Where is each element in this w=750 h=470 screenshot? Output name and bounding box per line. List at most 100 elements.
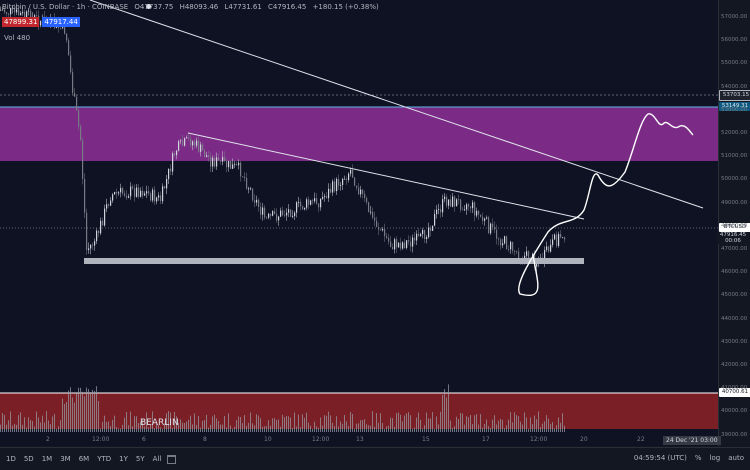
log-toggle[interactable]: log <box>709 454 721 462</box>
percent-toggle[interactable]: % <box>694 454 702 462</box>
volume-bar <box>174 411 175 432</box>
candle-body <box>200 144 202 152</box>
price-axis[interactable]: 53703.15 53149.31 BTCUSD 40700.61 57000.… <box>718 0 750 446</box>
candle-body <box>10 7 12 15</box>
candle-body <box>302 206 304 210</box>
volume-bar <box>192 424 193 432</box>
candle-body <box>378 226 380 230</box>
candle-body <box>554 234 556 240</box>
volume-bar <box>494 415 495 432</box>
range-button-5y[interactable]: 5Y <box>135 455 145 463</box>
volume-bar <box>4 414 5 432</box>
volume-bar <box>178 423 179 432</box>
candle-body <box>416 233 418 241</box>
range-button-1y[interactable]: 1Y <box>119 455 128 463</box>
volume-bar <box>228 413 229 432</box>
ohlc-low: L47731.61 <box>224 3 262 11</box>
volume-bar <box>176 416 177 432</box>
buy-button[interactable]: 47917.44 <box>42 17 80 27</box>
bear-zone[interactable] <box>0 393 718 429</box>
candle-body <box>288 209 290 213</box>
volume-bar <box>410 415 411 432</box>
price-tick: 55000.00 <box>721 60 748 67</box>
range-button-1m[interactable]: 1M <box>41 455 53 463</box>
volume-bar <box>28 417 29 432</box>
range-button-ytd[interactable]: YTD <box>97 455 112 463</box>
volume-bar <box>200 427 201 432</box>
volume-bar <box>292 427 293 432</box>
volume-bar <box>234 426 235 432</box>
volume-bar <box>284 417 285 432</box>
volume-bar <box>532 424 533 432</box>
price-tick: 48000.00 <box>721 222 748 229</box>
volume-bar <box>130 411 131 432</box>
utc-clock[interactable]: 04:59:54 (UTC) <box>633 454 687 462</box>
candle-body <box>96 230 98 242</box>
candle-body <box>24 11 26 18</box>
candle-body <box>366 197 368 203</box>
range-button-5d[interactable]: 5D <box>23 455 34 463</box>
range-button-3m[interactable]: 3M <box>60 455 71 463</box>
candle-body <box>394 239 396 250</box>
auto-toggle[interactable]: auto <box>728 454 744 462</box>
volume-bar <box>110 426 111 432</box>
volume-bar <box>118 428 119 432</box>
candle-body <box>352 169 354 178</box>
price-tick: 47000.00 <box>721 246 748 252</box>
volume-bar <box>22 424 23 432</box>
volume-bar <box>112 419 113 432</box>
volume-bar <box>436 416 437 432</box>
volume-bar <box>358 423 359 432</box>
volume-bar <box>82 391 83 432</box>
chart-canvas[interactable]: BEARLIN <box>0 0 718 446</box>
candle-body <box>2 9 4 11</box>
candle-body <box>336 178 338 192</box>
candle-body <box>546 246 548 251</box>
range-button-1d[interactable]: 1D <box>6 455 16 463</box>
range-button-all[interactable]: All <box>152 455 162 463</box>
candle-body <box>326 196 328 199</box>
candle-body <box>4 9 6 13</box>
projection-path[interactable] <box>518 113 694 296</box>
candle-body <box>198 140 200 152</box>
candle-body <box>402 242 404 249</box>
candle-body <box>28 10 30 12</box>
volume-bar <box>352 414 353 432</box>
time-tick: 13 <box>356 436 364 443</box>
volume-bar <box>388 425 389 432</box>
short-trendline[interactable] <box>187 132 585 220</box>
candle-body <box>544 250 546 262</box>
price-chart[interactable]: BEARLIN <box>0 0 718 446</box>
volume-bar <box>392 418 393 432</box>
sell-button[interactable]: 47899.31 <box>2 17 40 27</box>
candle-body <box>188 137 190 139</box>
candle-body <box>384 229 386 237</box>
volume-bar <box>398 412 399 432</box>
support-bar[interactable] <box>84 258 584 264</box>
candle-body <box>480 214 482 217</box>
candle-body <box>380 229 382 231</box>
resistance-zone[interactable] <box>0 107 718 161</box>
volume-bar <box>306 412 307 432</box>
volume-bar <box>564 425 565 432</box>
candle-body <box>148 191 150 194</box>
volume-bar <box>132 426 133 432</box>
candle-body <box>0 9 2 11</box>
symbol-title[interactable]: Bitcoin / U.S. Dollar · 1h · COINBASE <box>2 3 129 11</box>
range-button-6m[interactable]: 6M <box>78 455 90 463</box>
long-trendline[interactable] <box>89 0 704 209</box>
volume-bar <box>140 421 141 432</box>
volume-bar <box>346 421 347 432</box>
trendline-handle-icon[interactable] <box>146 4 151 9</box>
volume-bar <box>508 419 509 432</box>
volume-bar <box>412 428 413 432</box>
candle-body <box>518 251 520 260</box>
candle-body <box>40 20 42 26</box>
calendar-icon[interactable] <box>167 454 177 464</box>
volume-bar <box>492 419 493 432</box>
volume-bar <box>220 424 221 432</box>
volume-bar <box>550 423 551 432</box>
price-tick: 52000.00 <box>721 130 748 136</box>
